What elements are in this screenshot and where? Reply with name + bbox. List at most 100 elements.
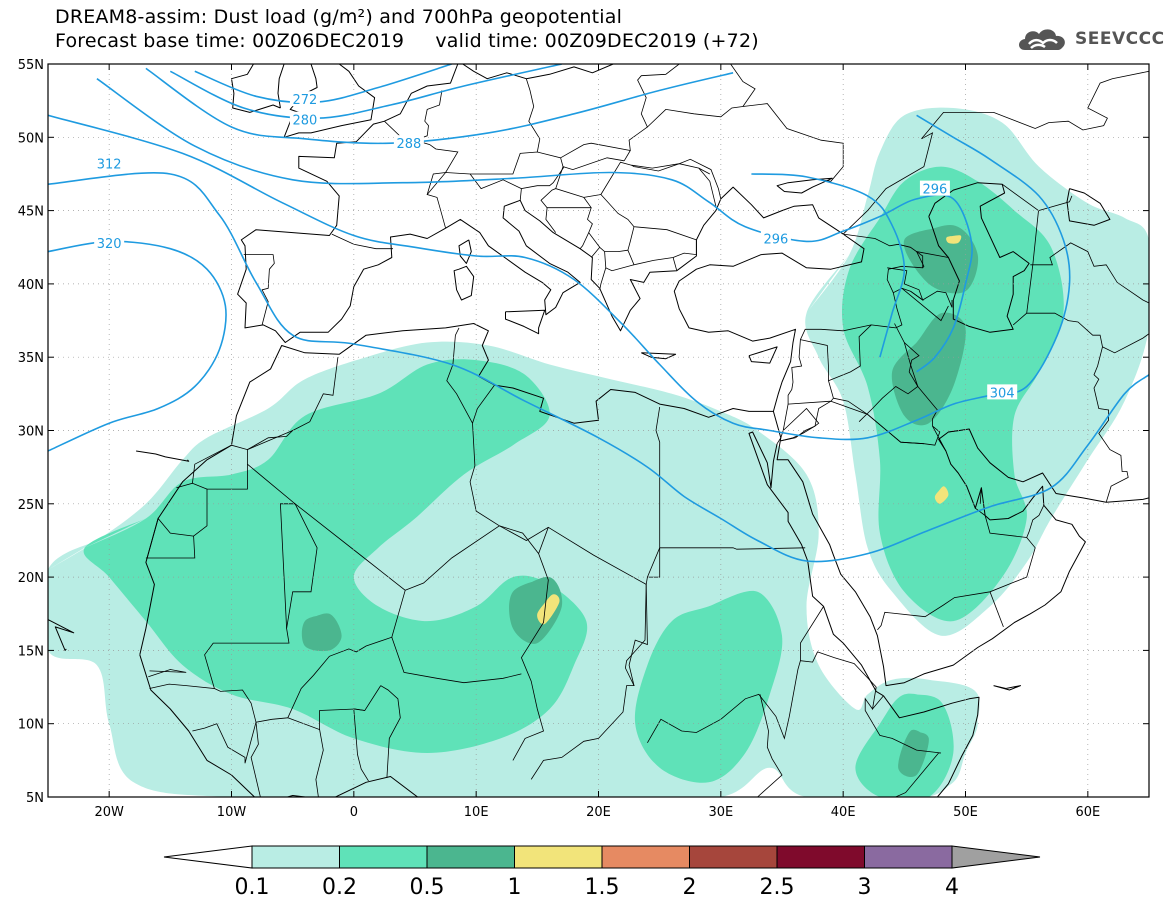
border-53 bbox=[672, 257, 678, 271]
lat-label: 35N bbox=[18, 351, 44, 366]
border-22 bbox=[628, 584, 648, 686]
border-34 bbox=[915, 251, 949, 269]
dust-region-12 bbox=[537, 594, 560, 625]
border-50 bbox=[842, 70, 1149, 235]
dust-region-10 bbox=[903, 225, 979, 294]
lat-label: 25N bbox=[18, 498, 44, 513]
map-title-line1: DREAM8-assim: Dust load (g/m²) and 700hP… bbox=[55, 6, 623, 28]
lon-label: 20W bbox=[94, 805, 124, 820]
border-60 bbox=[540, 188, 584, 208]
colorbar-under-arrow bbox=[163, 845, 253, 869]
border-79 bbox=[979, 487, 982, 504]
border-3 bbox=[148, 669, 187, 678]
contour-label-272: 272 bbox=[292, 93, 317, 108]
contour-label-bg bbox=[393, 135, 424, 151]
colorbar-label: 0.1 bbox=[235, 875, 270, 900]
colorbar-swatch-0 bbox=[251, 845, 340, 869]
contour-320 bbox=[48, 240, 227, 452]
lon-label: 10W bbox=[217, 805, 247, 820]
dust-load-shading bbox=[48, 107, 1149, 797]
lat-label: 5N bbox=[26, 791, 44, 806]
lat-label: 50N bbox=[18, 131, 44, 146]
coastline-6 bbox=[453, 265, 475, 301]
contour-label-296b: 296 bbox=[923, 183, 948, 198]
axis-ticks: 20W 10W 0 10E 20E 30E 40E 50E 60E 55N 50N 45N 40N 35N… bbox=[18, 58, 1149, 820]
contour-296b bbox=[751, 173, 906, 358]
border-37 bbox=[833, 397, 924, 445]
border-30 bbox=[800, 339, 829, 381]
contour-label-280: 280 bbox=[292, 114, 317, 129]
colorbar-label: 0.5 bbox=[410, 875, 445, 900]
border-6 bbox=[287, 503, 406, 731]
border-57 bbox=[579, 231, 601, 249]
coastline-3 bbox=[283, 64, 376, 138]
border-41 bbox=[989, 591, 1004, 628]
border-44 bbox=[1012, 312, 1129, 503]
colorbar-swatch-7 bbox=[864, 845, 953, 869]
border-77 bbox=[176, 430, 293, 489]
border-25 bbox=[800, 651, 877, 688]
contour-label-bg bbox=[289, 91, 320, 107]
border-10 bbox=[353, 708, 369, 782]
border-11 bbox=[315, 729, 324, 797]
lon-label: 40E bbox=[831, 805, 856, 820]
colorbar-swatch-2 bbox=[426, 845, 515, 869]
dust-region-11 bbox=[898, 729, 929, 777]
dust-region-8 bbox=[509, 576, 563, 644]
border-81 bbox=[858, 342, 919, 422]
geopotential-contours bbox=[48, 64, 1149, 563]
coastline-18 bbox=[48, 619, 75, 651]
contour-label-312: 312 bbox=[97, 158, 122, 173]
contour-label-bg bbox=[94, 234, 125, 250]
border-62 bbox=[519, 166, 565, 201]
coastline-19 bbox=[993, 685, 1021, 691]
colorbar-label: 1.5 bbox=[585, 875, 620, 900]
lat-label: 40N bbox=[18, 278, 44, 293]
contour-label-304: 304 bbox=[990, 386, 1015, 401]
cloud-icon bbox=[1019, 29, 1065, 50]
dust-region-3 bbox=[83, 359, 588, 753]
colorbar-swatch-4 bbox=[601, 845, 690, 869]
contour-label-bg bbox=[760, 230, 791, 246]
border-64 bbox=[470, 151, 564, 175]
border-75 bbox=[331, 233, 393, 250]
logo-text: SEEVCCC bbox=[1075, 29, 1165, 49]
border-21 bbox=[647, 547, 661, 578]
contour-label-bg bbox=[919, 180, 950, 196]
coastline-14 bbox=[776, 177, 833, 194]
lon-label: 60E bbox=[1075, 805, 1100, 820]
border-45 bbox=[1026, 242, 1149, 314]
border-7 bbox=[405, 525, 549, 761]
dust-region-14 bbox=[934, 486, 949, 504]
border-8 bbox=[391, 637, 522, 684]
colorbar-label: 4 bbox=[945, 875, 959, 900]
border-12 bbox=[250, 717, 288, 797]
border-78 bbox=[192, 482, 208, 490]
lat-lon-grid bbox=[48, 64, 1149, 797]
dust-region-5 bbox=[841, 166, 1064, 622]
lon-label: 10E bbox=[464, 805, 489, 820]
lon-label: 20E bbox=[586, 805, 611, 820]
lat-label: 20N bbox=[18, 571, 44, 586]
coastline-7 bbox=[458, 239, 472, 264]
border-58 bbox=[583, 194, 601, 233]
border-49 bbox=[938, 245, 948, 257]
border-80 bbox=[948, 430, 960, 433]
colorbar-swatch-5 bbox=[689, 845, 778, 869]
lat-label: 45N bbox=[18, 205, 44, 220]
border-29 bbox=[788, 324, 872, 405]
border-48 bbox=[1102, 333, 1149, 354]
map-title-line2: Forecast base time: 00Z06DEC2019 valid t… bbox=[55, 30, 759, 52]
colorbar: 0.1 0.2 0.5 1 1.5 2 2.5 3 4 bbox=[163, 845, 1041, 900]
border-2 bbox=[149, 463, 297, 689]
coastline-12 bbox=[883, 695, 980, 797]
coastline-0 bbox=[139, 654, 419, 797]
border-61 bbox=[555, 157, 625, 189]
lon-label: 30E bbox=[708, 805, 733, 820]
colorbar-label: 2.5 bbox=[760, 875, 795, 900]
lat-label: 30N bbox=[18, 425, 44, 440]
border-56 bbox=[604, 249, 628, 253]
contour-label-288: 288 bbox=[396, 137, 421, 152]
border-18 bbox=[538, 527, 549, 554]
